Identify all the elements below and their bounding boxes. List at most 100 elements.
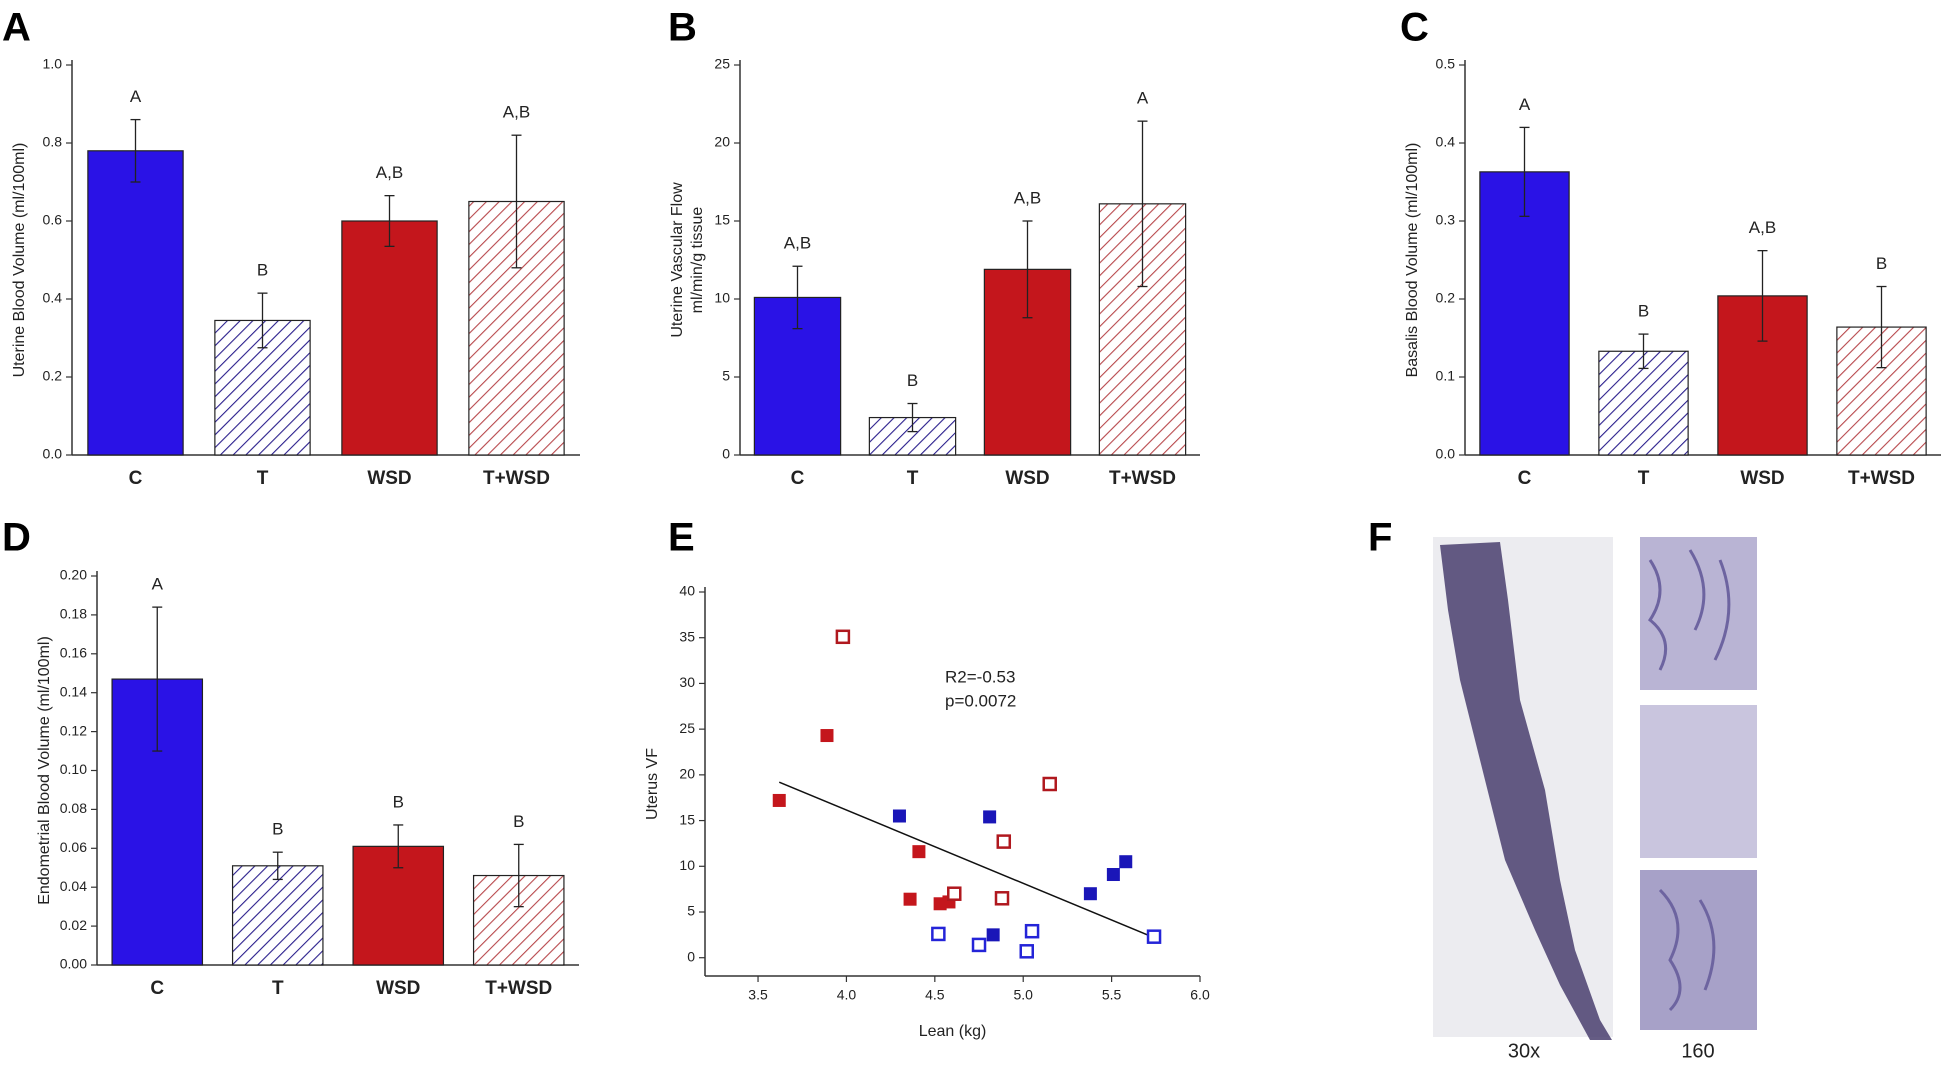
y-tick-label: 10 [714, 290, 730, 306]
significance-label: A,B [1749, 218, 1776, 237]
significance-label: B [1876, 254, 1887, 273]
y-axis-label: Basalis Blood Volume (ml/100ml) [1404, 143, 1421, 378]
significance-label: A,B [376, 163, 403, 182]
y-tick-label: 0.2 [43, 368, 63, 384]
image-160-top [1640, 537, 1757, 690]
y-tick-label: 0.02 [60, 917, 87, 933]
y-tick-label: 5 [687, 903, 695, 919]
bar [87, 150, 184, 456]
x-tick-label: 3.5 [748, 987, 768, 1003]
image-caption: 30x [1508, 1040, 1540, 1062]
scatter-point [996, 834, 1012, 849]
panel-label: A [2, 6, 31, 50]
x-tick-label: 4.5 [925, 987, 945, 1003]
x-tick-label: T+WSD [483, 468, 550, 489]
significance-label: B [272, 820, 283, 839]
scatter-point [983, 810, 997, 824]
scatter-point [772, 793, 786, 807]
x-tick-label: 6.0 [1190, 987, 1210, 1003]
significance-label: B [257, 261, 268, 280]
panel-label: D [2, 516, 31, 560]
y-tick-label: 30 [679, 674, 695, 690]
scatter-point [1042, 776, 1057, 792]
y-tick-label: 0.08 [60, 800, 87, 816]
annotation: p=0.0072 [945, 691, 1016, 710]
y-tick-label: 0.6 [43, 212, 63, 228]
y-tick-label: 25 [714, 56, 730, 72]
x-tick-label: C [1518, 468, 1532, 489]
x-tick-label: T [1638, 468, 1650, 489]
y-tick-label: 35 [679, 628, 695, 644]
panel-label: C [1400, 6, 1429, 50]
y-tick-label: 0.18 [60, 606, 87, 622]
y-tick-label: 0.12 [60, 722, 87, 738]
bar [231, 865, 324, 966]
x-tick-label: WSD [367, 468, 411, 489]
significance-label: A [1519, 95, 1531, 114]
x-tick-label: T+WSD [1109, 468, 1176, 489]
y-tick-label: 1.0 [43, 56, 63, 72]
image-160-mid [1640, 705, 1757, 858]
x-tick-label: C [791, 468, 805, 489]
y-tick-label: 0 [722, 446, 730, 462]
y-tick-label: 15 [714, 212, 730, 228]
y-tick-label: 0.8 [43, 134, 63, 150]
y-tick-label: 0 [687, 948, 695, 964]
scatter-point [994, 891, 1010, 906]
trendline [778, 781, 1155, 939]
x-tick-label: 4.0 [837, 987, 857, 1003]
y-tick-label: 0.14 [60, 683, 87, 699]
y-tick-label: 0.16 [60, 645, 87, 661]
x-tick-label: WSD [376, 978, 420, 999]
scatter-point [835, 629, 851, 645]
scatter-point [1019, 944, 1034, 959]
x-tick-label: WSD [1005, 468, 1049, 489]
significance-label: A [1137, 89, 1149, 108]
y-tick-label: 0.5 [1436, 56, 1456, 72]
y-tick-label: 0.04 [60, 878, 87, 894]
significance-label: A [130, 87, 142, 106]
x-tick-label: T [257, 468, 269, 489]
panel-label: F [1368, 516, 1392, 560]
y-tick-label: 0.1 [1436, 368, 1456, 384]
y-tick-label: 0.06 [60, 839, 87, 855]
scatter-point [892, 809, 906, 823]
y-tick-label: 0.00 [60, 956, 87, 972]
scatter-point [947, 886, 962, 901]
y-axis-label: Endometrial Blood Volume (ml/100ml) [36, 636, 53, 905]
significance-label: B [1638, 302, 1649, 321]
y-axis-label: ml/min/g tissue [689, 207, 706, 314]
significance-label: A,B [1014, 188, 1041, 207]
y-tick-label: 0.0 [1436, 446, 1456, 462]
y-tick-label: 20 [679, 766, 695, 782]
y-axis-label: Uterine Blood Volume (ml/100ml) [11, 143, 28, 378]
bar [341, 220, 438, 456]
x-tick-label: 5.0 [1013, 987, 1033, 1003]
image-160-bottom [1640, 870, 1757, 1030]
y-tick-label: 15 [679, 811, 695, 827]
tissue-texture [1647, 549, 1731, 1012]
significance-label: B [513, 812, 524, 831]
x-tick-label: T [907, 468, 919, 489]
image-caption: 160 [1681, 1040, 1714, 1062]
y-tick-label: 0.4 [43, 290, 63, 306]
tissue-strip [1440, 542, 1612, 1040]
panel-label: B [668, 6, 697, 50]
y-tick-label: 20 [714, 134, 730, 150]
scatter-point [1024, 923, 1040, 939]
significance-label: A,B [784, 234, 811, 253]
y-tick-label: 0.2 [1436, 290, 1456, 306]
y-axis-label: Uterus VF [644, 748, 661, 820]
y-tick-label: 0.0 [43, 446, 63, 462]
y-tick-label: 0.10 [60, 761, 87, 777]
scatter-point [971, 937, 987, 953]
y-tick-label: 0.20 [60, 567, 87, 583]
y-tick-label: 5 [722, 368, 730, 384]
scatter-point [931, 926, 946, 942]
scatter-point [1119, 855, 1133, 869]
significance-label: A [152, 575, 164, 594]
y-tick-label: 10 [679, 857, 695, 873]
bar [983, 268, 1072, 456]
